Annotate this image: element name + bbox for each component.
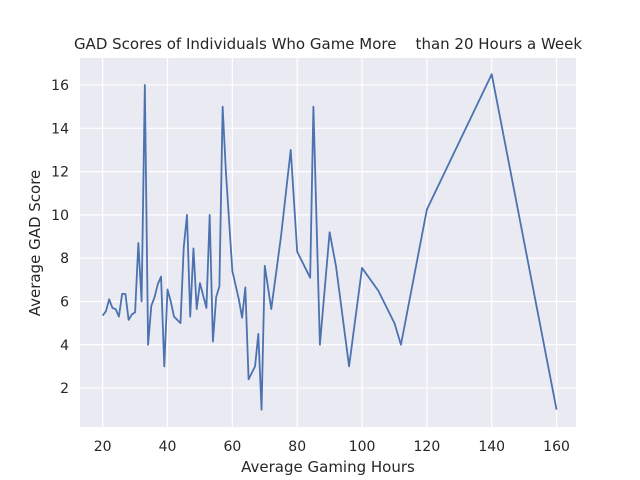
y-tick-label: 16 — [51, 78, 69, 94]
chart-title: GAD Scores of Individuals Who Game More … — [74, 35, 582, 53]
x-tick-label: 40 — [159, 439, 177, 455]
y-tick-label: 6 — [60, 294, 69, 310]
y-tick-label: 2 — [60, 381, 69, 397]
y-tick-label: 8 — [60, 251, 69, 267]
y-axis-title: Average GAD Score — [26, 170, 44, 317]
x-tick-label: 80 — [288, 439, 306, 455]
series-line — [101, 73, 558, 411]
x-axis-ticks: 20 40 60 80 100 120 140 160 — [94, 439, 570, 455]
x-tick-label: 60 — [223, 439, 241, 455]
y-tick-label: 14 — [51, 121, 69, 137]
y-tick-label: 10 — [51, 208, 69, 224]
x-tick-label: 100 — [349, 439, 376, 455]
y-axis-ticks: 2 4 6 8 10 12 14 16 — [51, 78, 69, 397]
x-tick-label: 140 — [478, 439, 505, 455]
x-tick-label: 120 — [414, 439, 441, 455]
series-group — [101, 73, 558, 411]
y-tick-label: 12 — [51, 165, 69, 181]
y-tick-label: 4 — [60, 338, 69, 354]
x-tick-label: 20 — [94, 439, 112, 455]
x-tick-label: 160 — [543, 439, 570, 455]
x-axis-title: Average Gaming Hours — [241, 458, 415, 476]
